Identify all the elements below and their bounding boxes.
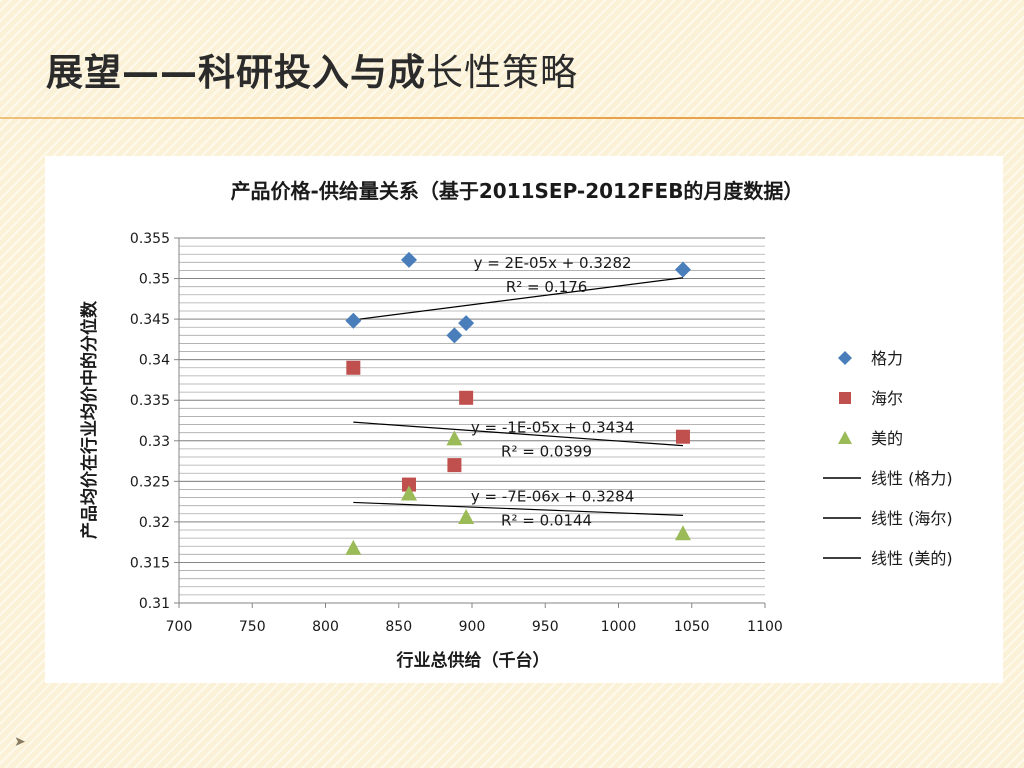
legend-label: 线性 (美的) — [871, 549, 953, 568]
data-point — [446, 327, 463, 344]
y-tick-label: 0.345 — [130, 312, 170, 328]
trendline-r2: R² = 0.0144 — [501, 512, 592, 530]
x-tick-label: 950 — [532, 619, 559, 635]
trendline-r2: R² = 0.0399 — [501, 443, 592, 461]
legend-label: 格力 — [871, 349, 903, 368]
slide-title-bold: 展望——科研投入与成 — [46, 51, 426, 94]
chart-panel: 产品价格-供给量关系（基于2011SEP-2012FEB的月度数据） 0.31 0… — [45, 156, 1003, 683]
data-point — [674, 525, 691, 541]
y-tick-label: 0.315 — [130, 555, 170, 571]
y-tick-label: 0.34 — [139, 353, 170, 369]
data-points — [345, 251, 691, 555]
title-divider — [0, 117, 1024, 119]
legend-label: 美的 — [871, 429, 903, 448]
x-tick-label: 900 — [459, 619, 486, 635]
x-tick-label: 750 — [239, 619, 266, 635]
data-point — [675, 429, 690, 444]
y-tick-label: 0.31 — [139, 596, 170, 612]
data-point — [345, 312, 362, 329]
legend-label: 海尔 — [871, 389, 903, 408]
x-axis-title: 行业总供给（千台） — [396, 650, 550, 671]
trendlines — [353, 277, 684, 516]
data-point — [459, 390, 474, 405]
trendline — [353, 421, 684, 447]
x-tick-label: 1000 — [601, 619, 637, 635]
data-point — [345, 539, 362, 555]
legend-label: 线性 (格力) — [871, 469, 953, 488]
y-tick-label: 0.355 — [130, 231, 170, 247]
data-point — [447, 458, 462, 473]
slide-title: 展望——科研投入与成长性策略 — [46, 42, 578, 96]
gridlines — [179, 237, 765, 604]
legend-marker — [838, 351, 852, 365]
axes: 0.31 0.315 0.32 0.325 0.33 0.335 0.34 0.345 0.35… — [130, 231, 783, 635]
data-point — [458, 315, 475, 332]
trendline-equation: y = 2E-05x + 0.3282 — [474, 254, 632, 272]
slide-title-rest: 长性策略 — [426, 51, 578, 94]
trendline-equation: y = -1E-05x + 0.3434 — [471, 419, 634, 437]
data-point — [402, 477, 417, 492]
data-point — [458, 509, 475, 525]
trendline — [353, 277, 684, 321]
data-point — [446, 430, 463, 446]
data-point — [674, 261, 691, 278]
trendline — [353, 501, 683, 516]
y-tick-label: 0.35 — [139, 272, 170, 288]
trendline-equation: y = -7E-06x + 0.3284 — [471, 488, 634, 506]
y-tick-label: 0.32 — [139, 515, 170, 531]
y-tick-label: 0.325 — [130, 474, 170, 490]
scatter-chart: 产品价格-供给量关系（基于2011SEP-2012FEB的月度数据） 0.310… — [79, 179, 953, 671]
data-point — [401, 485, 418, 501]
legend-marker — [839, 392, 851, 404]
x-tick-label: 700 — [166, 619, 193, 635]
x-tick-label: 1100 — [747, 619, 783, 635]
legend-label: 线性 (海尔) — [871, 509, 953, 528]
legend-marker — [838, 431, 852, 444]
y-axis-title: 产品均价在行业均价中的分位数 — [79, 300, 100, 539]
y-tick-label: 0.33 — [139, 434, 170, 450]
trendline-r2: R² = 0.176 — [506, 278, 587, 296]
data-point — [346, 360, 361, 375]
corner-arrow-icon: ➤ — [14, 734, 26, 750]
x-tick-label: 850 — [385, 619, 412, 635]
y-tick-label: 0.335 — [130, 393, 170, 409]
data-point — [401, 251, 418, 268]
chart-title: 产品价格-供给量关系（基于2011SEP-2012FEB的月度数据） — [231, 179, 804, 203]
trendline-annotations: y = 2E-05x + 0.3282 R² = 0.176 y = -1E-05x… — [471, 254, 634, 530]
x-tick-label: 800 — [312, 619, 339, 635]
x-tick-label: 1050 — [674, 619, 710, 635]
